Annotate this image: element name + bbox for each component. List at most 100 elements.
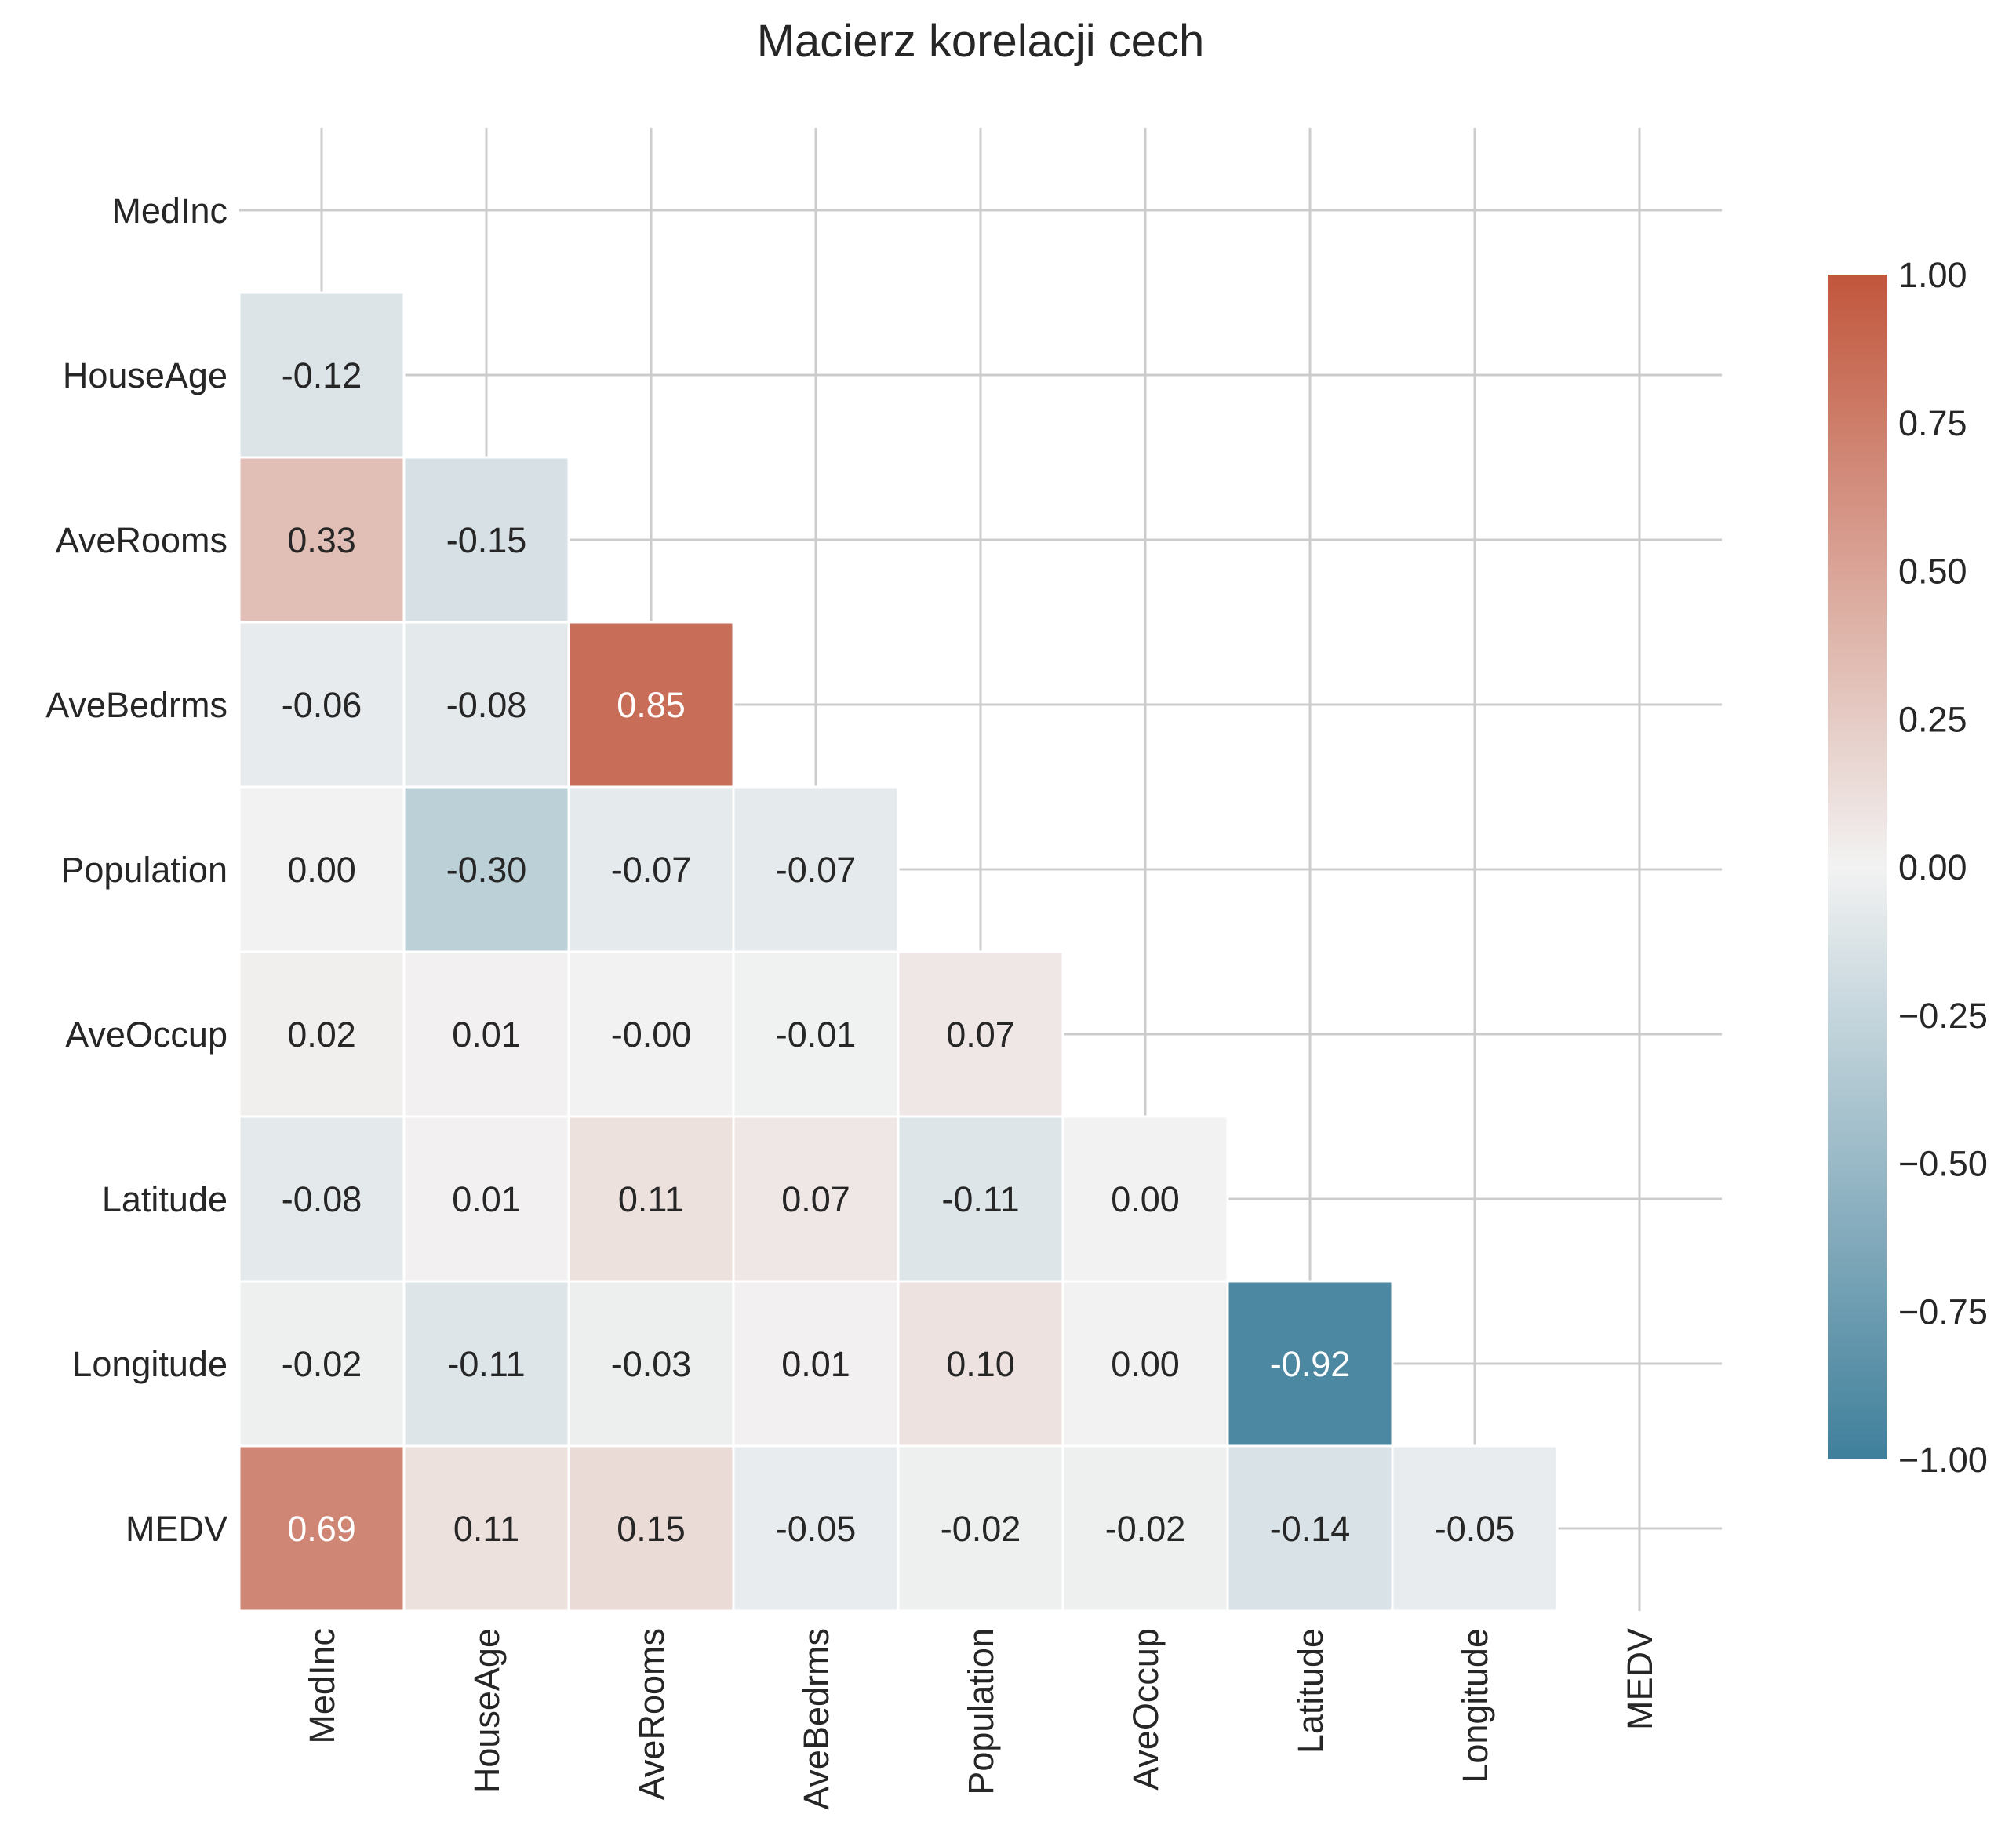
heatmap-cell-longitude-averooms [567,1280,735,1448]
x-tick-label-population: Population [961,1628,1001,1795]
cell-value-label: 0.07 [946,1015,1015,1055]
heatmap-cell-latitude-medinc [238,1115,406,1283]
cell-value-label: 0.00 [1111,1179,1180,1219]
heatmap-cell-aveoccup-averooms [567,950,735,1118]
cell-value-label: 0.01 [781,1344,850,1384]
heatmap-cell-latitude-avebedrms [732,1115,900,1283]
cell-value-label: -0.07 [776,850,857,890]
x-tick-label-houseage: HouseAge [467,1628,507,1793]
cell-value-label: -0.02 [282,1344,362,1384]
heatmap-cell-population-avebedrms [732,785,900,953]
colorbar-tick-label: 0.50 [1898,552,1967,592]
cell-value-label: 0.11 [453,1509,519,1549]
y-tick-label-longitude: Longitude [72,1344,227,1384]
cell-value-label: -0.08 [282,1179,362,1219]
heatmap-cell-medv-medinc [238,1444,406,1612]
heatmap-cell-avebedrms-medinc [238,621,406,789]
heatmap-cell-longitude-latitude [1226,1280,1394,1448]
x-tick-label-latitude: Latitude [1290,1628,1330,1754]
y-tick-label-houseage: HouseAge [63,355,227,395]
y-tick-label-population: Population [60,850,227,890]
cell-value-label: -0.06 [282,685,362,725]
colorbar: 1.00 0.75 0.50 0.25 0.00 −0.25 −0.50 −0.75 −1.00 [1828,255,1988,1480]
cell-value-label: -0.02 [941,1509,1021,1549]
chart-title: Macierz korelacji cech [757,16,1205,67]
cell-value-label: -0.05 [776,1509,857,1549]
heatmap-cell-medv-avebedrms [732,1444,900,1612]
heatmap-cell-medv-averooms [567,1444,735,1612]
cell-value-label: 0.00 [1111,1344,1180,1384]
cell-value-label: -0.03 [611,1344,692,1384]
colorbar-tick-label: −0.25 [1898,996,1988,1036]
y-tick-label-aveoccup: AveOccup [65,1015,227,1055]
cell-value-label: 0.11 [618,1179,684,1219]
y-tick-labels: MedInc HouseAge AveRooms AveBedrms Populatio… [45,191,227,1549]
heatmap-cell-averooms-medinc [238,456,406,624]
colorbar-gradient [1828,275,1887,1459]
x-tick-label-medv: MEDV [1620,1628,1660,1730]
heatmap-cells [238,291,1559,1612]
x-tick-label-avebedrms: AveBedrms [796,1628,836,1810]
y-tick-label-averooms: AveRooms [56,520,227,560]
cell-value-label: -0.00 [611,1015,692,1055]
cell-value-label: -0.02 [1105,1509,1186,1549]
colorbar-tick-label: 1.00 [1898,255,1967,295]
heatmap-cell-longitude-aveoccup [1061,1280,1229,1448]
heatmap-cell-aveoccup-avebedrms [732,950,900,1118]
heatmap-cell-medv-longitude [1391,1444,1559,1612]
heatmap-cell-aveoccup-houseage [402,950,570,1118]
cell-value-label: 0.07 [781,1179,850,1219]
cell-value-label: -0.05 [1435,1509,1516,1549]
cell-value-label: 0.69 [287,1509,356,1549]
cell-value-label: 0.15 [617,1509,686,1549]
cell-value-label: -0.12 [282,355,362,395]
cell-value-label: 0.10 [946,1344,1015,1384]
cell-value-label: 0.01 [452,1015,521,1055]
colorbar-tick-label: −1.00 [1898,1440,1988,1480]
heatmap-cell-medv-population [897,1444,1064,1612]
cell-value-label: 0.02 [287,1015,356,1055]
heatmap-cell-longitude-medinc [238,1280,406,1448]
x-tick-label-longitude: Longitude [1455,1628,1495,1783]
heatmap-cell-averooms-houseage [402,456,570,624]
cell-value-label: -0.11 [447,1344,525,1384]
cell-value-label: -0.07 [611,850,692,890]
cell-value-labels: -0.12 0.33 -0.15 -0.06 -0.08 0.85 0.00 -0.30 -0.… [282,355,1516,1549]
cell-value-label: -0.08 [446,685,527,725]
cell-value-label: -0.15 [446,520,527,560]
cell-value-label: 0.01 [452,1179,521,1219]
cell-value-label: -0.01 [776,1015,857,1055]
cell-value-label: 0.33 [287,520,356,560]
cell-value-label: -0.30 [446,850,527,890]
heatmap-cell-latitude-averooms [567,1115,735,1283]
x-tick-label-averooms: AveRooms [631,1628,671,1800]
heatmap-cell-latitude-houseage [402,1115,570,1283]
heatmap-cell-aveoccup-population [897,950,1064,1118]
heatmap-cell-longitude-houseage [402,1280,570,1448]
heatmap-cell-population-houseage [402,785,570,953]
heatmap-cell-longitude-population [897,1280,1064,1448]
colorbar-tick-label: 0.00 [1898,847,1967,887]
cell-value-label: 0.00 [287,850,356,890]
heatmap-cell-latitude-aveoccup [1061,1115,1229,1283]
y-tick-label-latitude: Latitude [102,1179,227,1219]
cell-value-label: -0.11 [941,1179,1019,1219]
heatmap-cell-medv-latitude [1226,1444,1394,1612]
y-tick-label-medv: MEDV [126,1509,227,1549]
heatmap-cell-longitude-avebedrms [732,1280,900,1448]
colorbar-tick-label: 0.75 [1898,403,1967,443]
cell-value-label: -0.92 [1270,1344,1351,1384]
heatmap-cell-avebedrms-averooms [567,621,735,789]
cell-value-label: 0.85 [617,685,686,725]
x-tick-labels: MedInc HouseAge AveRooms AveBedrms Populatio… [302,1628,1660,1810]
cell-value-label: -0.14 [1270,1509,1351,1549]
colorbar-tick-label: 0.25 [1898,699,1967,739]
heatmap-cell-houseage-medinc [238,291,406,459]
x-tick-label-aveoccup: AveOccup [1126,1628,1166,1791]
colorbar-tick-label: −0.50 [1898,1144,1988,1184]
y-tick-label-medinc: MedInc [111,191,227,231]
colorbar-tick-label: −0.75 [1898,1291,1988,1332]
x-tick-label-medinc: MedInc [302,1628,342,1744]
y-tick-label-avebedrms: AveBedrms [45,685,227,725]
